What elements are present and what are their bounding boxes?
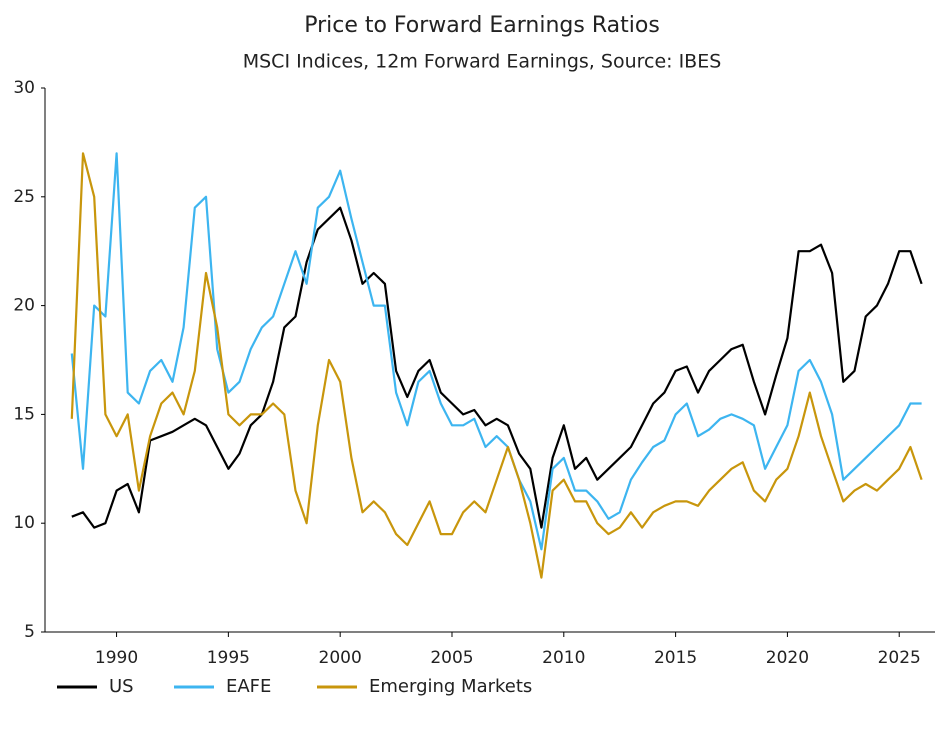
y-tick-label: 15 [13,404,35,424]
x-tick-label: 2010 [542,648,585,668]
y-tick-label: 30 [13,78,35,98]
y-tick-label: 5 [24,622,35,642]
x-tick-label: 2025 [878,648,921,668]
legend-label: Emerging Markets [369,676,532,697]
legend-label: EAFE [226,676,271,697]
series-line [70,152,923,579]
x-tick-label: 2015 [654,648,697,668]
x-tick-label: 1990 [95,648,138,668]
x-tick-label: 2020 [766,648,809,668]
series-line [70,152,922,551]
x-tick-label: 2000 [319,648,362,668]
y-tick-label: 10 [13,513,35,533]
series-line [71,206,923,529]
chart-subtitle: MSCI Indices, 12m Forward Earnings, Sour… [243,51,722,73]
legend-label: US [109,676,134,697]
y-tick-label: 25 [13,187,35,207]
y-tick-label: 20 [13,296,35,316]
x-tick-label: 2005 [430,648,473,668]
x-tick-label: 1995 [207,648,250,668]
chart-title: Price to Forward Earnings Ratios [304,13,660,38]
